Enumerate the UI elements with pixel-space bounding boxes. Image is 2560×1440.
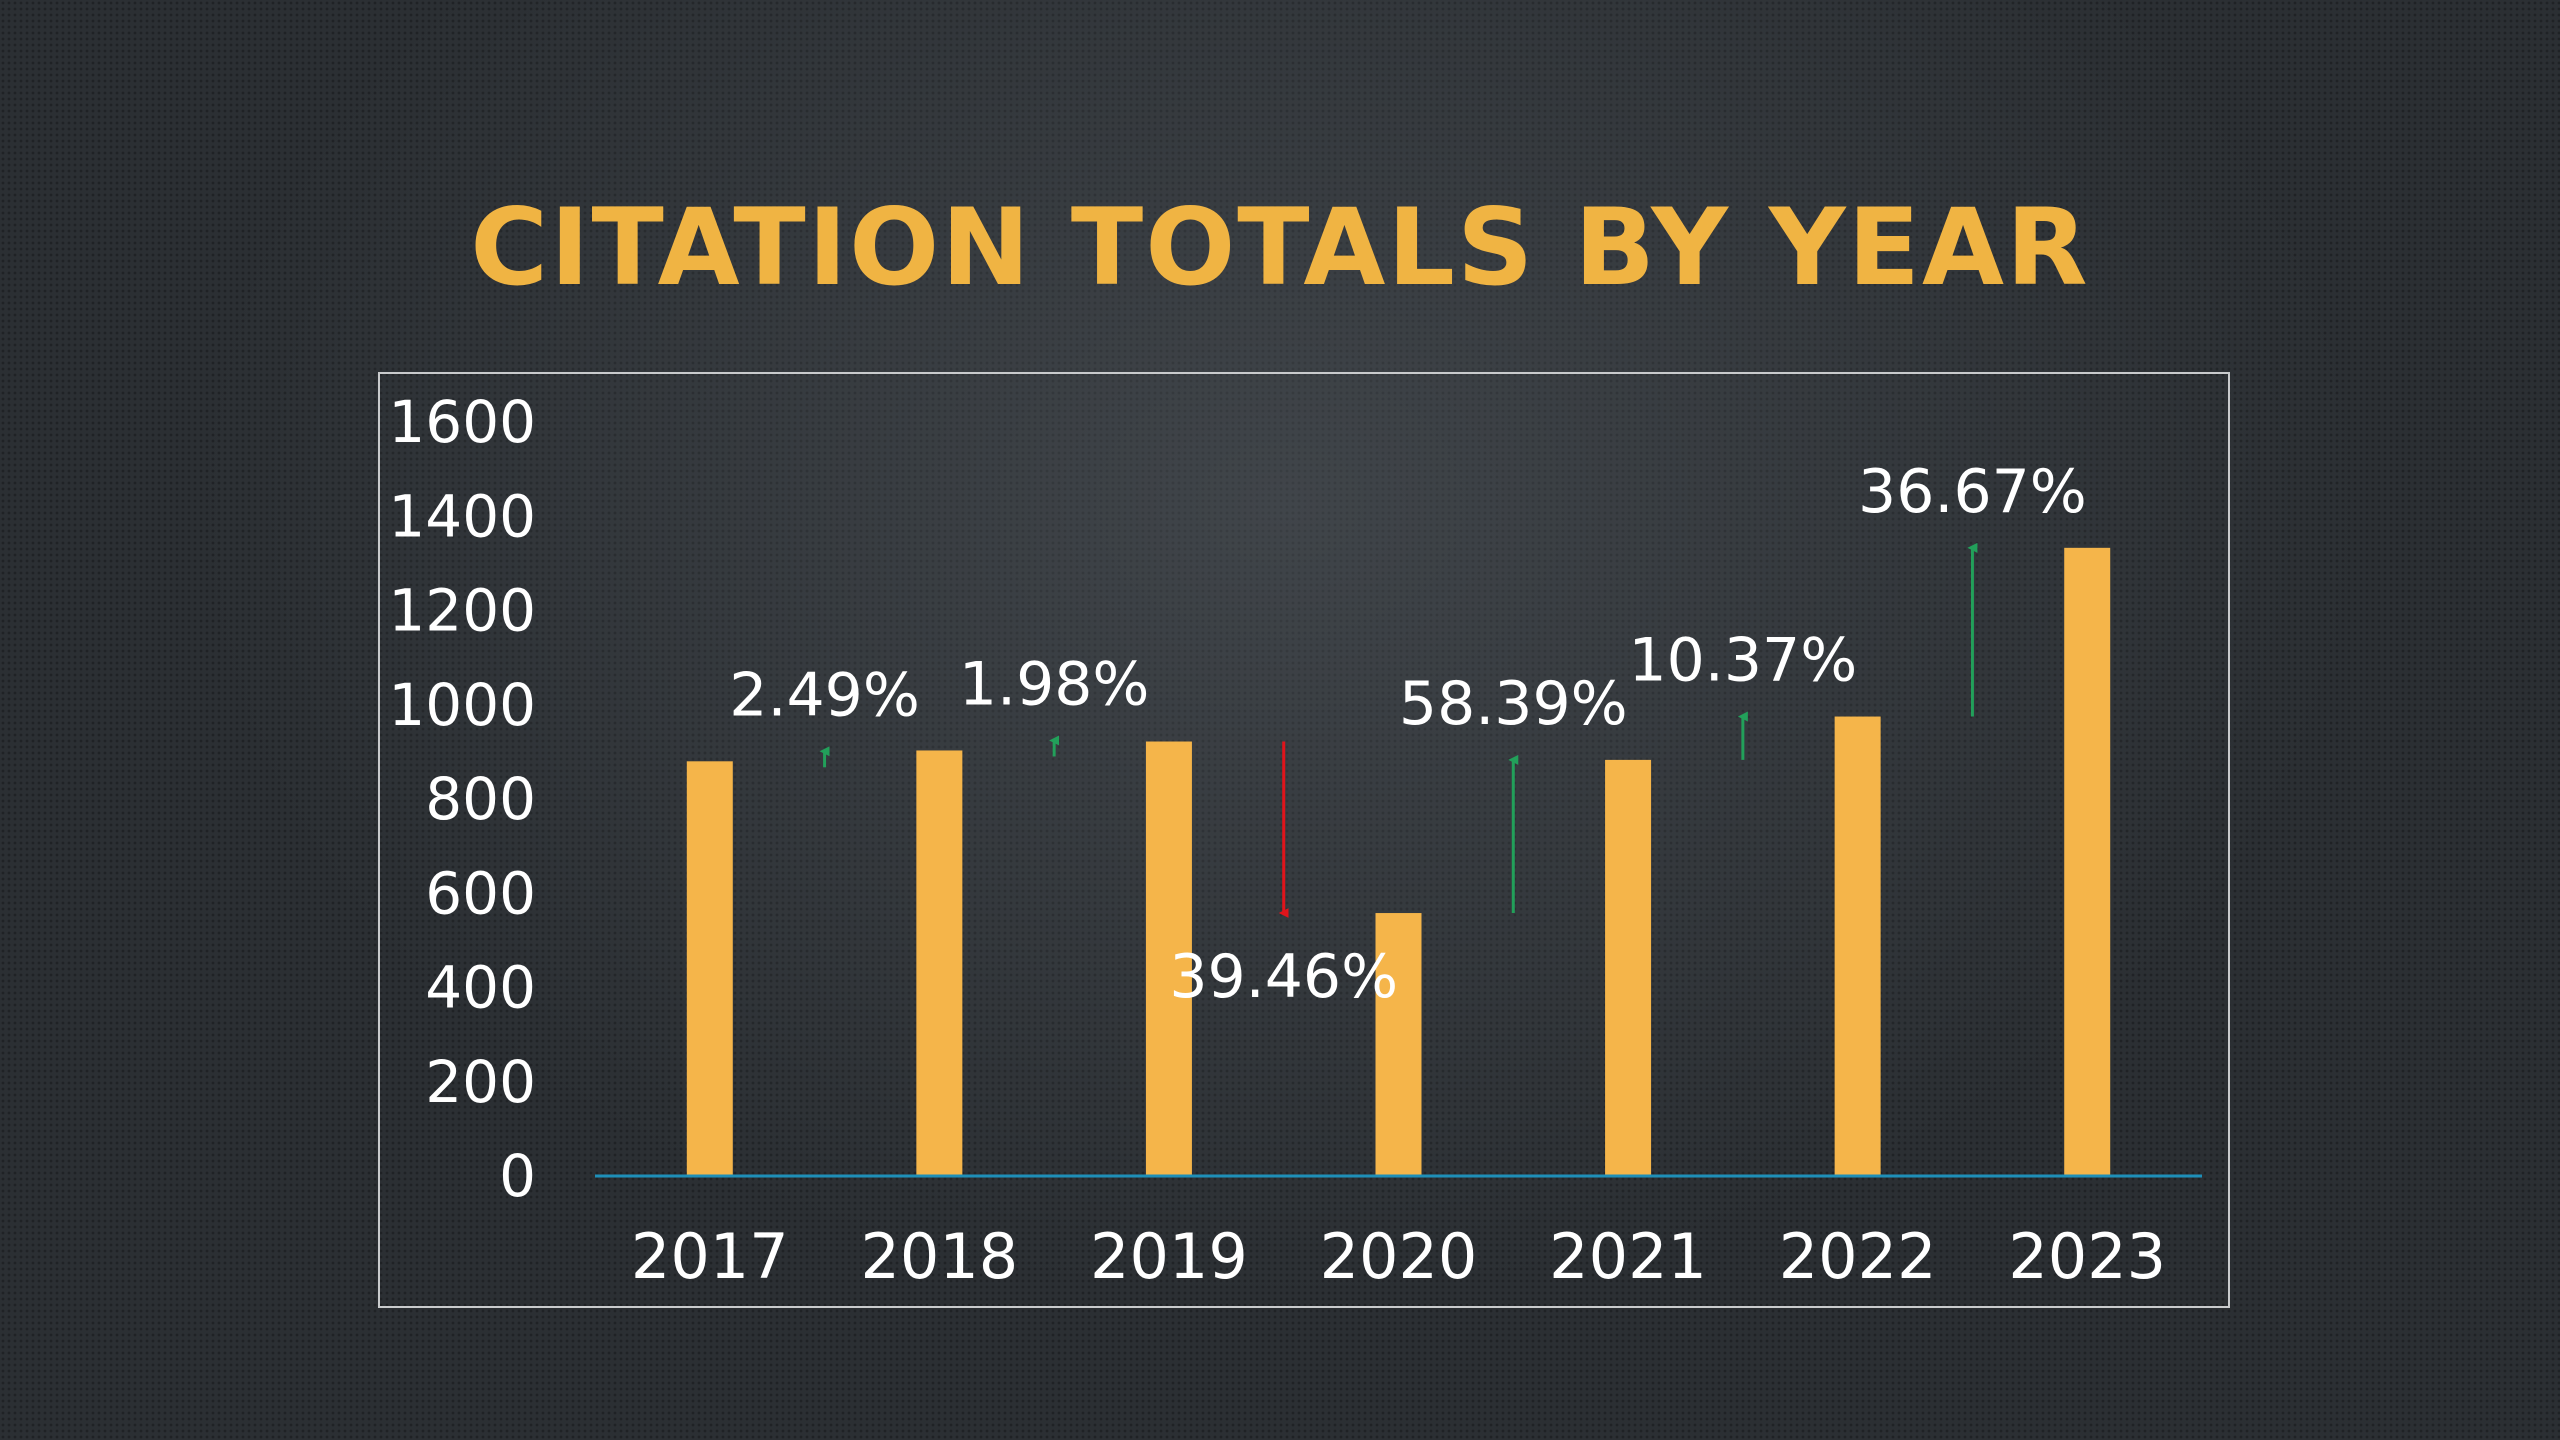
bar-2017	[686, 761, 733, 1176]
y-tick-label: 0	[499, 1142, 536, 1210]
bar-2020	[1375, 913, 1422, 1176]
x-tick-label: 2023	[2008, 1220, 2166, 1293]
x-tick-label: 2020	[1320, 1220, 1478, 1293]
x-axis-ticks: 2017 2018 2019 2020 2021 2022 2023	[631, 1220, 2166, 1293]
y-tick-label: 600	[425, 859, 536, 927]
bar-2019	[1145, 741, 1192, 1176]
x-tick-label: 2018	[860, 1220, 1018, 1293]
change-label: 39.46%	[1169, 942, 1398, 1012]
change-label: 10.37%	[1628, 626, 1857, 696]
bar-2023	[2064, 547, 2111, 1176]
x-tick-label: 2022	[1779, 1220, 1937, 1293]
y-axis-ticks: 0 200 400 600 800 1000 1200 1400 1600	[388, 388, 536, 1210]
y-tick-label: 200	[425, 1048, 536, 1116]
bar-2018	[916, 750, 963, 1176]
change-label: 2.49%	[729, 660, 920, 730]
y-tick-label: 1000	[388, 671, 536, 739]
change-label: 58.39%	[1399, 669, 1628, 739]
bar-2022	[1834, 716, 1881, 1176]
bar-2021	[1605, 759, 1652, 1176]
y-tick-label: 1600	[388, 388, 536, 456]
chart-title: CITATION TOTALS BY YEAR	[470, 186, 2090, 309]
change-label: 36.67%	[1858, 457, 2087, 527]
y-tick-label: 800	[425, 765, 536, 833]
bars	[686, 547, 2111, 1176]
y-tick-label: 400	[425, 954, 536, 1022]
y-tick-label: 1200	[388, 577, 536, 645]
x-tick-label: 2019	[1090, 1220, 1248, 1293]
y-tick-label: 1400	[388, 482, 536, 550]
x-tick-label: 2017	[631, 1220, 789, 1293]
x-tick-label: 2021	[1549, 1220, 1707, 1293]
change-label: 1.98%	[959, 649, 1150, 719]
change-annotations: 2.49% 1.98% 39.46% 58.39%10.37% 36.67%	[729, 457, 2087, 1012]
chart-frame	[378, 372, 2230, 1308]
